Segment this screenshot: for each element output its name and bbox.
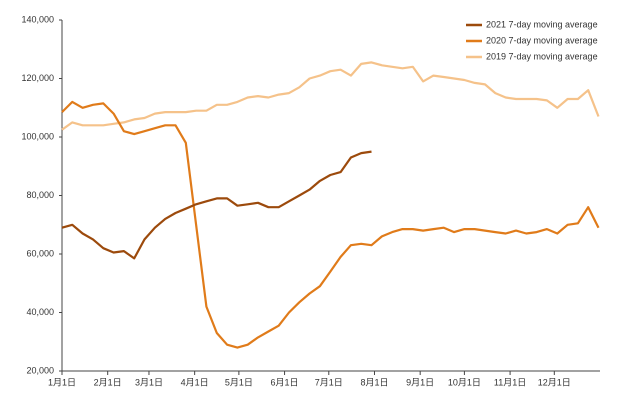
y-tick-label: 140,000 [21,14,54,24]
x-tick-label: 12月1日 [538,377,571,387]
x-tick-label: 2月1日 [94,377,122,387]
x-tick-label: 11月1日 [494,377,526,387]
series-line [61,61,600,131]
x-tick-label: 8月1日 [360,377,388,387]
series-line [61,100,600,349]
legend-label: 2020 7-day moving average [486,35,598,45]
x-tick-label: 7月1日 [315,377,343,387]
x-tick-label: 6月1日 [271,377,299,387]
y-tick-label: 40,000 [26,307,54,317]
y-tick-label: 80,000 [26,190,54,200]
legend-label: 2021 7-day moving average [486,19,598,29]
x-tick-label: 4月1日 [181,377,209,387]
y-tick-label: 120,000 [21,73,54,83]
x-tick-label: 9月1日 [406,377,434,387]
x-tick-label: 3月1日 [135,377,163,387]
y-tick-label: 20,000 [26,365,54,375]
y-tick-label: 60,000 [26,248,54,258]
y-tick-label: 100,000 [21,131,54,141]
series-line [61,150,372,260]
x-tick-label: 5月1日 [225,377,253,387]
x-tick-label: 10月1日 [448,377,481,387]
legend-label: 2019 7-day moving average [486,51,598,61]
x-tick-label: 1月1日 [48,377,76,387]
